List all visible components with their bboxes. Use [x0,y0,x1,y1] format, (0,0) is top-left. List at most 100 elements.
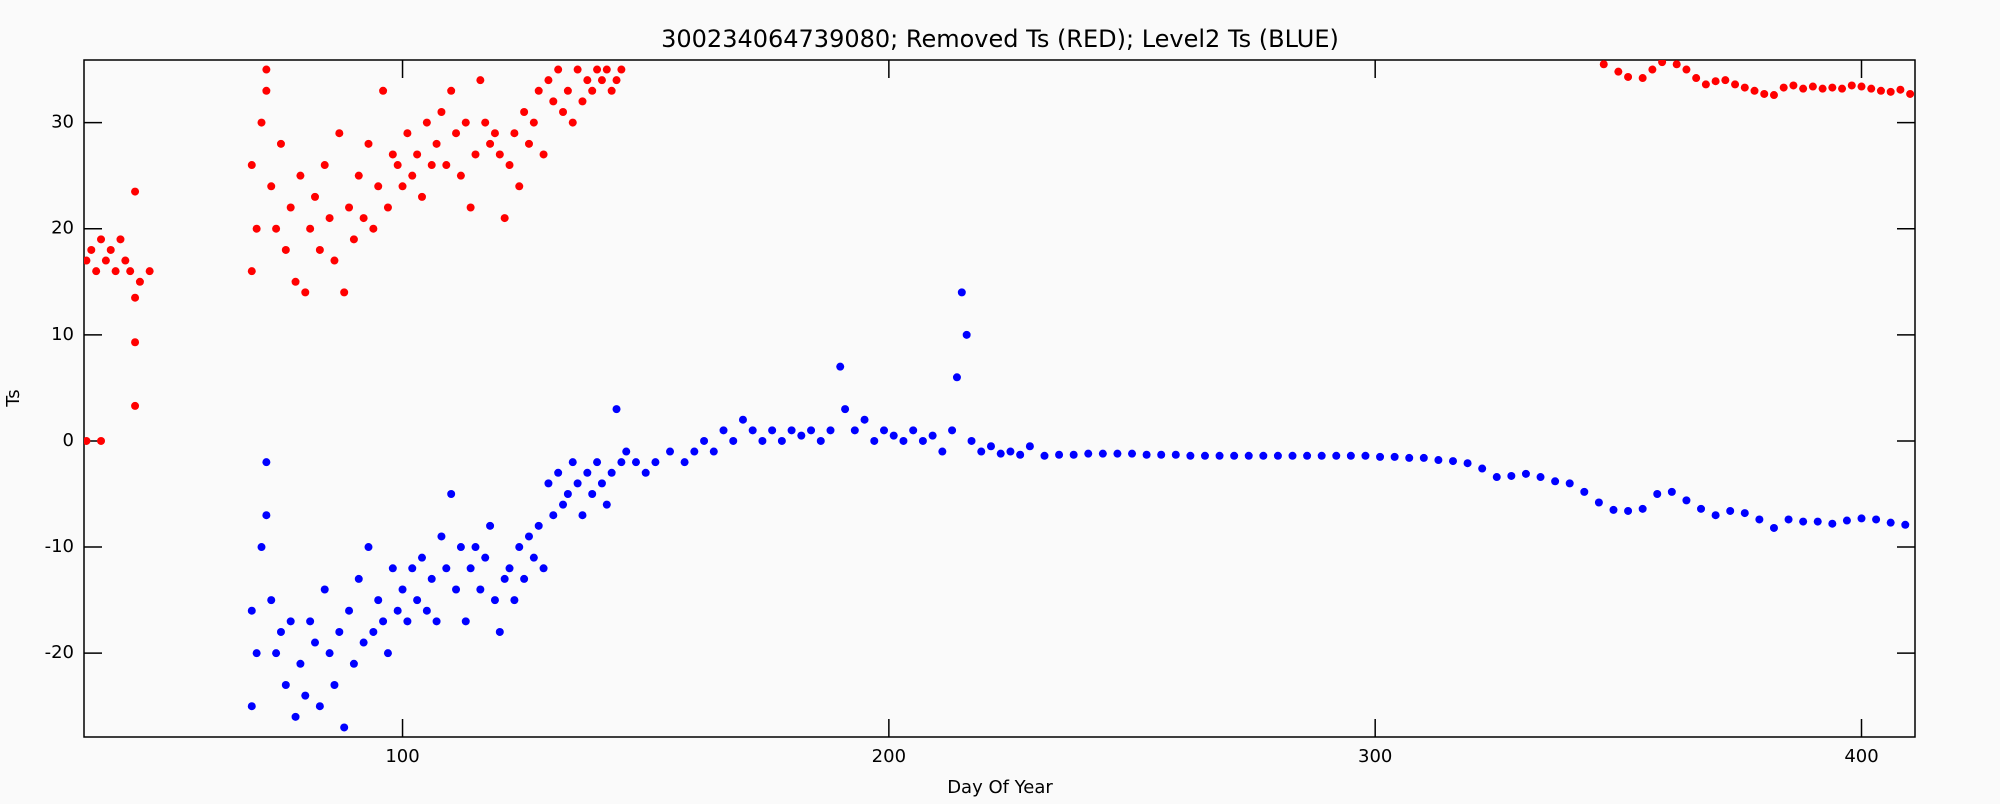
data-point [1813,517,1822,526]
data-point [486,139,495,148]
data-point [617,458,626,467]
data-point [442,161,451,170]
data-point [1701,80,1710,89]
data-point [408,564,417,573]
data-point [276,139,285,148]
x-tick-label: 100 [385,746,419,767]
data-point [1692,74,1701,83]
data-point [1838,84,1847,93]
data-point [452,129,461,138]
data-point [398,182,407,191]
data-point [349,659,358,668]
data-point [1463,459,1472,468]
data-point [1580,487,1589,496]
data-point [568,458,577,467]
data-point [539,150,548,159]
y-tick-label: 0 [63,430,74,451]
data-point [928,431,937,440]
data-point [544,479,553,488]
data-point [1750,86,1759,95]
data-point [345,203,354,212]
data-point [486,521,495,530]
data-point [84,256,91,265]
data-point [1682,496,1691,505]
data-point [456,171,465,180]
data-point [306,617,315,626]
data-point [1055,450,1064,459]
data-point [918,436,927,445]
data-point [1346,451,1355,460]
data-point [364,543,373,552]
data-point [1186,451,1195,460]
data-point [1886,518,1895,527]
data-point [500,574,509,583]
data-point [986,442,995,451]
data-point [768,426,777,435]
data-point [909,426,918,435]
data-point [1857,82,1866,91]
data-point [267,182,276,191]
x-tick-label: 200 [872,746,906,767]
y-axis-label: Ts [3,389,24,407]
data-point [563,86,572,95]
data-point [359,214,368,223]
data-point [602,500,611,509]
data-point [97,436,106,445]
data-point [495,627,504,636]
data-point [597,76,606,85]
y-tick-label: -10 [45,536,74,557]
data-point [593,458,602,467]
data-point [379,617,388,626]
data-point [826,426,835,435]
data-point [1726,506,1735,515]
data-point [1906,89,1915,98]
data-point [607,468,616,477]
data-point [1303,451,1312,460]
data-point [1084,449,1093,458]
data-point [1667,487,1676,496]
data-point [758,436,767,445]
data-point [524,139,533,148]
data-point [534,86,543,95]
data-point [1244,451,1253,460]
data-point [131,401,140,410]
data-point [1847,81,1856,90]
data-point [700,436,709,445]
data-point [1653,490,1662,499]
data-point [281,681,290,690]
data-point [568,118,577,127]
data-point [92,267,101,276]
data-point [1230,451,1239,460]
data-point [1113,449,1122,458]
data-point [1648,65,1657,74]
data-point [296,659,305,668]
data-point [1842,516,1851,525]
data-point [529,553,538,562]
data-point [1779,83,1788,92]
data-point [1594,498,1603,507]
data-point [1886,87,1895,96]
data-point [1867,84,1876,93]
data-point [111,267,120,276]
data-point [1332,451,1341,460]
data-point [899,436,908,445]
data-point [452,585,461,594]
data-point [967,436,976,445]
data-point [437,532,446,541]
data-point [257,543,266,552]
data-point [432,617,441,626]
data-point [286,617,295,626]
data-point [948,426,957,435]
data-point [281,245,290,254]
data-point [578,511,587,520]
data-point [1818,84,1827,93]
data-point [311,192,320,201]
data-point [296,171,305,180]
data-point [1711,511,1720,520]
data-point [1098,449,1107,458]
data-point [1769,91,1778,100]
data-point [524,532,533,541]
data-point [612,76,621,85]
data-point [286,203,295,212]
data-point [588,86,597,95]
